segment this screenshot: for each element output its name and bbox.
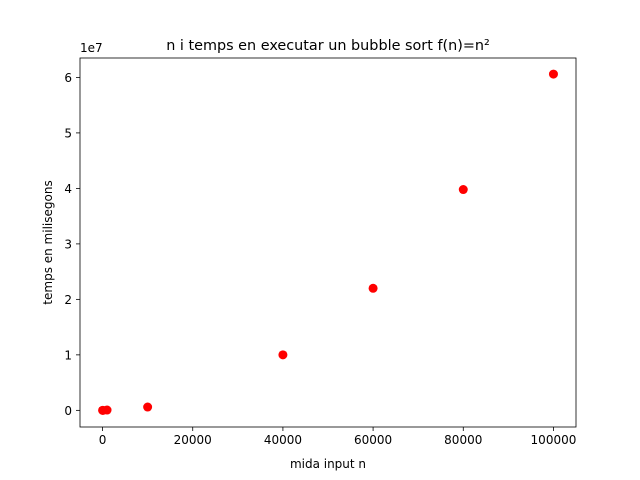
x-tick-label-1: 20000 (174, 433, 212, 447)
y-axis-offset-label: 1e7 (80, 41, 103, 55)
y-tick-label-6: 6 (64, 71, 72, 85)
chart-title: n i temps en executar un bubble sort f(n… (166, 38, 490, 54)
x-axis-label: mida input n (290, 457, 366, 471)
y-tick-label-4: 4 (64, 182, 72, 196)
x-tick-label-0: 0 (99, 433, 107, 447)
y-axis-label: temps en milisegons (41, 180, 55, 304)
data-point-3 (143, 402, 153, 412)
x-axis-ticks: 0 20000 40000 60000 80000 100000 (99, 427, 577, 447)
y-axis-ticks: 0 1 2 3 4 5 6 (64, 71, 80, 418)
y-tick-label-2: 2 (64, 293, 72, 307)
x-tick-label-2: 40000 (264, 433, 302, 447)
y-tick-label-0: 0 (64, 404, 72, 418)
data-point-6 (458, 185, 468, 195)
y-tick-label-3: 3 (64, 237, 72, 251)
x-tick-label-5: 100000 (531, 433, 577, 447)
plot-area-frame (79, 57, 577, 428)
x-tick-label-4: 80000 (444, 433, 482, 447)
data-points (98, 69, 558, 415)
data-point-2 (102, 405, 112, 415)
y-tick-label-5: 5 (64, 126, 72, 140)
data-point-4 (278, 350, 288, 360)
y-tick-label-1: 1 (64, 348, 72, 362)
data-point-7 (548, 69, 558, 79)
data-point-5 (368, 283, 378, 293)
x-tick-label-3: 60000 (354, 433, 392, 447)
